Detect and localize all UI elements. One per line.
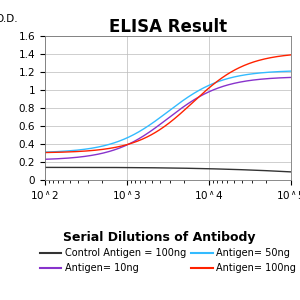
Control Antigen = 100ng (44, 166, 48, 169)
Antigen= 50ng (250, 72, 254, 76)
Line: Antigen= 50ng: Antigen= 50ng (45, 71, 291, 152)
Line: Antigen= 10ng: Antigen= 10ng (45, 77, 291, 159)
Antigen= 100ng (194, 98, 197, 102)
Antigen= 100ng (44, 151, 48, 154)
Title: ELISA Result: ELISA Result (109, 18, 227, 36)
Control Antigen = 100ng (190, 167, 193, 170)
Control Antigen = 100ng (250, 168, 254, 172)
Antigen= 10ng (189, 100, 192, 104)
Antigen= 100ng (250, 61, 254, 64)
Control Antigen = 100ng (289, 170, 293, 174)
Control Antigen = 100ng (43, 166, 47, 169)
Antigen= 50ng (43, 150, 47, 154)
Antigen= 50ng (44, 150, 48, 154)
Antigen= 100ng (289, 53, 293, 57)
Text: Serial Dilutions of Antibody: Serial Dilutions of Antibody (63, 232, 255, 244)
Antigen= 100ng (189, 103, 192, 106)
Antigen= 50ng (289, 69, 293, 73)
Antigen= 10ng (194, 97, 197, 101)
Antigen= 100ng (266, 56, 270, 60)
Control Antigen = 100ng (189, 167, 192, 170)
Antigen= 50ng (266, 70, 270, 74)
Antigen= 50ng (190, 93, 193, 97)
Antigen= 10ng (289, 76, 293, 79)
Antigen= 50ng (189, 94, 192, 97)
Antigen= 50ng (194, 91, 197, 94)
Antigen= 10ng (44, 158, 48, 161)
Line: Control Antigen = 100ng: Control Antigen = 100ng (45, 167, 291, 172)
Antigen= 100ng (43, 151, 47, 154)
Control Antigen = 100ng (266, 169, 270, 172)
Control Antigen = 100ng (194, 167, 197, 170)
Text: O.D.: O.D. (0, 14, 18, 25)
Antigen= 10ng (250, 78, 254, 82)
Antigen= 100ng (190, 102, 193, 106)
Line: Antigen= 100ng: Antigen= 100ng (45, 55, 291, 152)
Antigen= 10ng (266, 77, 270, 80)
Legend: Control Antigen = 100ng, Antigen= 10ng, Antigen= 50ng, Antigen= 100ng: Control Antigen = 100ng, Antigen= 10ng, … (40, 248, 296, 273)
Antigen= 10ng (190, 100, 193, 103)
Antigen= 10ng (43, 158, 47, 161)
